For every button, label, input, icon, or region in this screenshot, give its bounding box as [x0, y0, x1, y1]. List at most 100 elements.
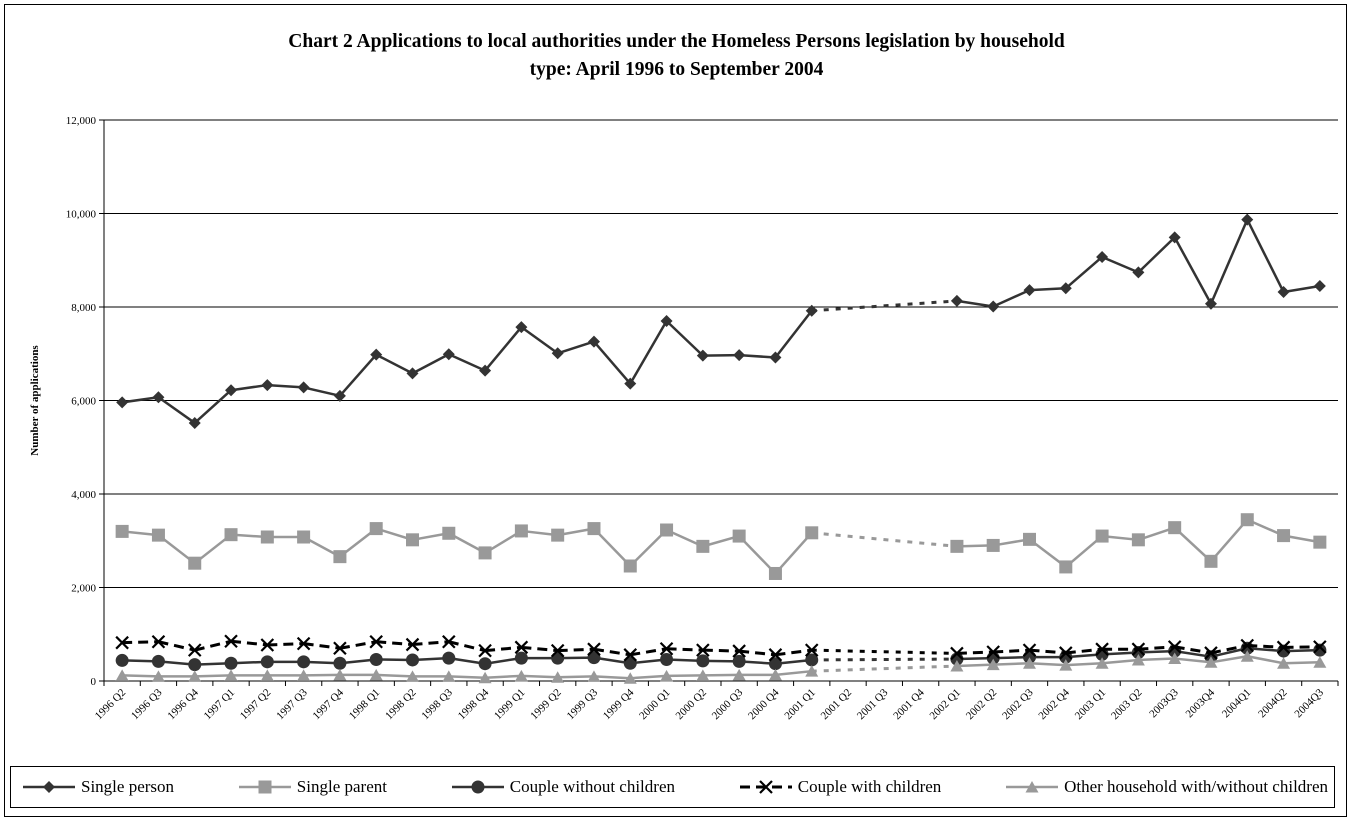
- series-line-segment: [157, 396, 196, 424]
- y-tick-label: 4,000: [71, 489, 96, 501]
- series-line-segment: [593, 675, 631, 680]
- series-line-segment: [194, 674, 232, 678]
- series-line-segment: [1283, 284, 1321, 294]
- x-tick-label: 2002 Q4: [1036, 686, 1072, 722]
- x-tick-label: 2003Q3: [1147, 686, 1181, 720]
- series-couple-without-children: [115, 641, 1327, 672]
- series-line-segment: [1064, 256, 1103, 290]
- y-axis-title: Number of applications: [29, 345, 41, 456]
- series-line-segment: [1029, 287, 1066, 292]
- legend-swatch-marker: [1025, 781, 1039, 793]
- data-point: [224, 669, 238, 681]
- data-point: [514, 640, 529, 655]
- data-point: [1276, 640, 1291, 655]
- x-tick-label: 2000 Q2: [673, 687, 708, 722]
- data-point: [1022, 643, 1037, 657]
- series-line-segment: [122, 640, 159, 645]
- series-line-segment: [448, 353, 486, 372]
- data-point: [804, 643, 819, 657]
- data-point: [1240, 513, 1254, 527]
- data-point: [624, 377, 637, 390]
- series-line-segment: [193, 389, 232, 424]
- series-line-segment: [1247, 654, 1284, 665]
- y-tick-label: 2,000: [71, 583, 96, 595]
- series-single-parent: [115, 513, 1327, 580]
- series-single-person: [116, 213, 1326, 429]
- data-point: [370, 348, 383, 361]
- legend-label: Single parent: [296, 777, 387, 796]
- data-point: [696, 349, 709, 362]
- data-point: [1204, 554, 1218, 568]
- data-point: [1204, 646, 1218, 660]
- x-tick-label: 1997 Q1: [202, 687, 237, 722]
- data-point: [514, 669, 528, 682]
- series-line-segment: [1210, 518, 1249, 563]
- legend-swatch: [23, 781, 75, 793]
- data-point: [296, 636, 311, 651]
- data-point: [406, 367, 419, 380]
- series-line-segment: [775, 648, 812, 657]
- data-point: [151, 634, 166, 649]
- data-point: [1204, 656, 1218, 668]
- data-point: [696, 643, 710, 657]
- legend-item-single-person: Single person: [21, 777, 174, 797]
- data-point: [1095, 657, 1109, 669]
- data-point: [115, 524, 129, 538]
- series-line-segment: [1247, 643, 1284, 649]
- data-point: [660, 652, 674, 666]
- x-tick-label: 1998 Q2: [383, 687, 418, 722]
- data-point: [442, 651, 456, 665]
- data-point: [1131, 642, 1146, 656]
- data-point: [986, 645, 1000, 659]
- series-line-segment: [1210, 644, 1248, 655]
- data-point: [1240, 650, 1254, 662]
- data-point: [151, 670, 165, 682]
- data-point: [1132, 266, 1145, 279]
- data-point: [1204, 297, 1217, 310]
- data-point: [369, 634, 383, 649]
- chart-legend: Single person Single parent Couple without…: [10, 766, 1335, 808]
- data-point: [187, 643, 202, 657]
- series-line-segment: [521, 674, 558, 679]
- data-point: [1131, 533, 1145, 547]
- data-point: [1095, 642, 1109, 656]
- data-point: [805, 653, 819, 667]
- series-line-segment: [956, 650, 994, 655]
- data-point: [623, 559, 637, 573]
- series-line-segment: [485, 674, 522, 679]
- series-line-segment: [593, 647, 631, 657]
- data-point: [551, 651, 565, 665]
- data-point: [768, 668, 782, 681]
- series-line-segment: [338, 353, 378, 397]
- data-point: [1131, 653, 1145, 666]
- series-line-segment: [411, 353, 450, 375]
- data-point: [369, 652, 383, 666]
- series-line-segment: [376, 673, 413, 678]
- data-point: [369, 522, 383, 536]
- y-tick-label: 10,000: [66, 209, 97, 221]
- series-line-segment: [775, 669, 812, 677]
- data-point: [660, 669, 674, 682]
- series-gap-bridge: [811, 531, 958, 548]
- data-point: [623, 648, 638, 662]
- legend-label: Other household with/without children: [1064, 777, 1328, 796]
- series-line-segment: [1137, 236, 1176, 274]
- x-tick-label: 2001 Q3: [855, 686, 891, 722]
- data-point: [1168, 521, 1182, 535]
- data-point: [1313, 535, 1327, 549]
- x-tick-label: 2002 Q2: [964, 687, 999, 722]
- data-point: [587, 670, 601, 682]
- series-line-segment: [1173, 236, 1213, 305]
- legend-item-couple-without-children: Couple without children: [450, 777, 675, 797]
- data-point: [188, 416, 201, 429]
- data-point: [333, 389, 346, 402]
- data-point: [151, 528, 165, 542]
- chart-title: Chart 2 Applications to local authoritie…: [0, 28, 1353, 84]
- x-tick-label: 2003 Q2: [1109, 687, 1144, 722]
- data-point: [732, 529, 746, 543]
- series-line-segment: [1101, 658, 1139, 665]
- data-point: [188, 658, 202, 672]
- series-line-segment: [665, 320, 704, 357]
- series-line-segment: [993, 648, 1030, 654]
- data-point: [115, 653, 129, 667]
